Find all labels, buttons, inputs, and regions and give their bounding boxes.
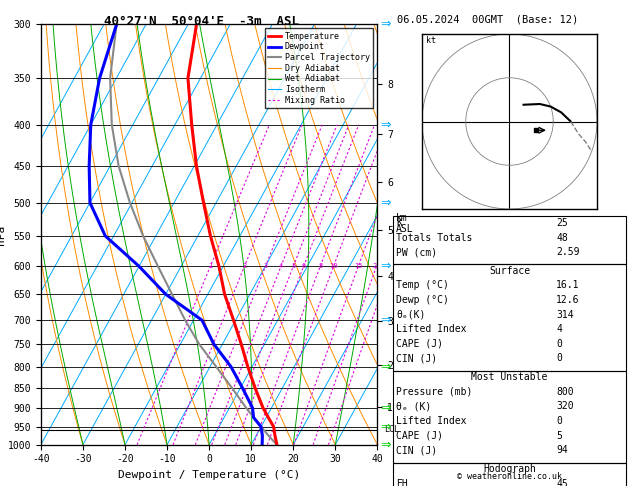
Text: 4: 4	[279, 263, 283, 269]
Text: kt: kt	[426, 36, 437, 45]
Text: CIN (J): CIN (J)	[396, 353, 437, 364]
Text: 15: 15	[354, 263, 363, 269]
Text: 4: 4	[556, 324, 562, 334]
Text: ⇒: ⇒	[381, 313, 391, 327]
Text: Temp (°C): Temp (°C)	[396, 280, 449, 291]
Text: Lifted Index: Lifted Index	[396, 416, 467, 426]
Text: Surface: Surface	[489, 266, 530, 276]
Text: ⇒: ⇒	[381, 438, 391, 451]
X-axis label: Dewpoint / Temperature (°C): Dewpoint / Temperature (°C)	[118, 470, 300, 480]
Text: ⇒: ⇒	[381, 196, 391, 209]
Text: θₑ (K): θₑ (K)	[396, 401, 431, 412]
Text: ⇒: ⇒	[381, 260, 391, 273]
Text: 25: 25	[556, 218, 568, 228]
Text: Lifted Index: Lifted Index	[396, 324, 467, 334]
Text: PW (cm): PW (cm)	[396, 247, 437, 258]
Text: 40°27'N  50°04'E  -3m  ASL: 40°27'N 50°04'E -3m ASL	[104, 15, 299, 28]
Text: 20: 20	[372, 263, 381, 269]
Y-axis label: hPa: hPa	[0, 225, 6, 244]
Text: 45: 45	[556, 479, 568, 486]
Text: 2: 2	[243, 263, 247, 269]
Text: 6: 6	[302, 263, 306, 269]
Text: ⇒: ⇒	[381, 118, 391, 131]
Text: 5: 5	[291, 263, 296, 269]
Text: 5: 5	[556, 431, 562, 441]
Text: Pressure (mb): Pressure (mb)	[396, 387, 472, 397]
Text: © weatheronline.co.uk: © weatheronline.co.uk	[457, 472, 562, 481]
Text: ⇒: ⇒	[381, 18, 391, 31]
Text: 8: 8	[318, 263, 323, 269]
Text: ⇒: ⇒	[381, 420, 391, 434]
Text: 0: 0	[556, 339, 562, 349]
Text: 0: 0	[556, 416, 562, 426]
Text: Most Unstable: Most Unstable	[471, 372, 548, 382]
Text: 16.1: 16.1	[556, 280, 579, 291]
Text: 314: 314	[556, 310, 574, 320]
Text: 1: 1	[208, 263, 213, 269]
Text: 800: 800	[556, 387, 574, 397]
Text: 320: 320	[556, 401, 574, 412]
Text: CAPE (J): CAPE (J)	[396, 339, 443, 349]
Text: 0: 0	[556, 353, 562, 364]
Text: K: K	[396, 218, 402, 228]
Text: Hodograph: Hodograph	[483, 464, 536, 474]
Text: θₑ(K): θₑ(K)	[396, 310, 426, 320]
Text: 12.6: 12.6	[556, 295, 579, 305]
Text: 48: 48	[556, 233, 568, 243]
Text: 3: 3	[264, 263, 268, 269]
Text: 10: 10	[330, 263, 338, 269]
Text: ⇒: ⇒	[381, 401, 391, 415]
Text: EH: EH	[396, 479, 408, 486]
Text: CIN (J): CIN (J)	[396, 445, 437, 455]
Text: ⇒: ⇒	[381, 360, 391, 373]
Text: LCL: LCL	[384, 425, 399, 434]
Y-axis label: km
ASL: km ASL	[396, 213, 413, 235]
Legend: Temperature, Dewpoint, Parcel Trajectory, Dry Adiabat, Wet Adiabat, Isotherm, Mi: Temperature, Dewpoint, Parcel Trajectory…	[265, 29, 373, 108]
Text: Totals Totals: Totals Totals	[396, 233, 472, 243]
Text: CAPE (J): CAPE (J)	[396, 431, 443, 441]
Text: 06.05.2024  00GMT  (Base: 12): 06.05.2024 00GMT (Base: 12)	[397, 15, 578, 25]
Text: Dewp (°C): Dewp (°C)	[396, 295, 449, 305]
Text: 94: 94	[556, 445, 568, 455]
Text: 2.59: 2.59	[556, 247, 579, 258]
